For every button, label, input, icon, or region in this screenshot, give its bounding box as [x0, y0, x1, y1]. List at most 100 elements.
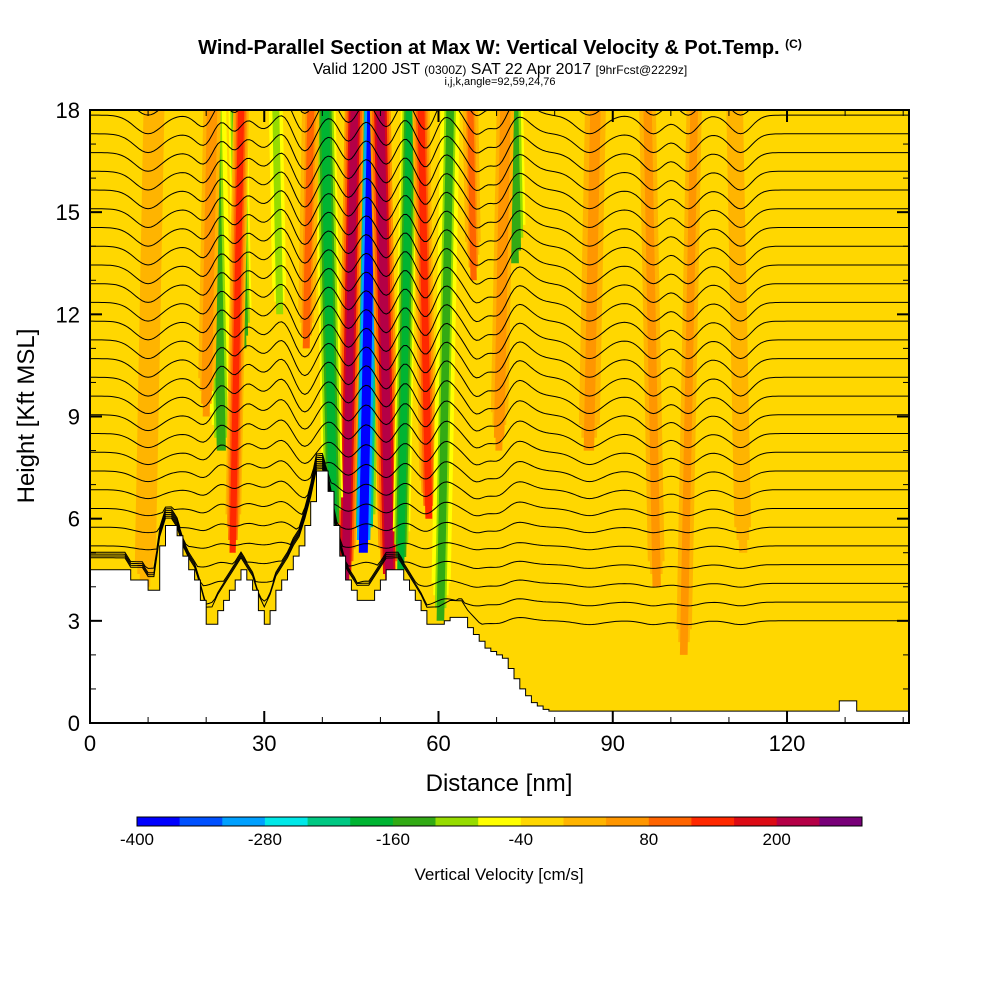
theta-contour [90, 190, 909, 229]
velocity-band [198, 110, 221, 417]
theta-contour [90, 466, 909, 607]
colorbar-swatch [563, 817, 607, 826]
velocity-band-layer [302, 110, 315, 349]
theta-contour [90, 464, 909, 588]
theta-contour [90, 339, 909, 379]
theta-contour [90, 452, 909, 483]
colorbar-swatch [606, 817, 650, 826]
y-axis-label: Height [Kft MSL] [13, 329, 40, 504]
velocity-band-layer [397, 110, 413, 570]
colorbar-swatch [264, 817, 308, 826]
colorbar-swatch [222, 817, 266, 826]
velocity-band-layer [376, 110, 394, 587]
theta-contour [90, 115, 909, 154]
theta-contour [90, 283, 909, 323]
velocity-band [314, 110, 344, 536]
grid-indices: i,j,k,angle=92,59,24,76 [444, 76, 556, 88]
colorbar-tick-label: -400 [120, 830, 154, 849]
velocity-band [336, 110, 364, 587]
axes: 0 30 60 90 120 0 3 6 9 12 15 18 [56, 98, 909, 756]
y-tick-label: 18 [56, 98, 80, 123]
velocity-band-layer [730, 110, 748, 553]
y-tick-label: 15 [56, 200, 80, 225]
theta-contour [90, 399, 909, 432]
valid-time: Valid 1200 JST [312, 61, 420, 78]
chart-subtitle: Valid 1200 JST (0300Z) SAT 22 Apr 2017 [… [0, 61, 1000, 79]
theta-contour [90, 110, 909, 135]
theta-contour [90, 152, 909, 192]
x-axis-label: Distance [nm] [426, 770, 573, 797]
colorbar-tick-label: -160 [376, 830, 410, 849]
colorbar-tick-label: -40 [509, 830, 534, 849]
colorbar-tick-label: 80 [639, 830, 658, 849]
theta-contour [90, 458, 909, 534]
theta-contours [90, 110, 909, 626]
y-tick-label: 6 [68, 507, 80, 532]
terrain [89, 470, 910, 724]
theta-contour [90, 439, 909, 466]
velocity-band-layer [495, 110, 509, 451]
colorbar-swatch [435, 817, 479, 826]
velocity-band [298, 110, 320, 349]
theta-contour [90, 227, 909, 266]
colorbar-swatch [137, 817, 181, 826]
colorbar-swatch [307, 817, 351, 826]
theta-contour [90, 462, 909, 570]
theta-contour [90, 468, 909, 626]
theta-contour [90, 321, 909, 360]
x-tick-label: 0 [84, 731, 96, 756]
x-tick-label: 60 [426, 731, 450, 756]
velocity-band-layer [679, 110, 698, 655]
theta-contour [90, 302, 909, 341]
valid-date: SAT 22 Apr 2017 [470, 61, 592, 78]
velocity-band-layer [417, 110, 433, 519]
chart-title-main: Wind-Parallel Section at Max W: Vertical… [198, 37, 780, 59]
theta-contour [90, 133, 909, 173]
velocity-band-layer [321, 110, 338, 536]
colorbar-tick-label: -280 [248, 830, 282, 849]
colorbar-label: Vertical Velocity [cm/s] [414, 865, 583, 884]
velocity-band-layer [436, 110, 454, 621]
velocity-band-layer [202, 110, 216, 417]
theta-contour [90, 358, 909, 398]
theta-contour [90, 208, 909, 248]
x-tick-label: 120 [769, 731, 806, 756]
colorbar-swatch [478, 817, 522, 826]
colorbar-swatch [819, 817, 863, 826]
velocity-band-layer [583, 110, 601, 451]
velocity-band-layer [467, 110, 477, 281]
y-tick-label: 3 [68, 609, 80, 634]
velocity-band [724, 110, 753, 553]
chart-title: Wind-Parallel Section at Max W: Vertical… [0, 37, 1000, 60]
colorbar-swatch [776, 817, 820, 826]
colorbar-swatch [179, 817, 223, 826]
theta-contour [90, 460, 909, 551]
theta-contour [90, 246, 909, 285]
y-tick-label: 9 [68, 405, 80, 430]
velocity-band [132, 110, 167, 587]
theta-contour [90, 419, 909, 449]
colorbar: -400 -280 -160 -40 80 200 [120, 816, 863, 849]
valid-zulu: (0300Z) [424, 63, 467, 77]
colorbar-swatch [734, 817, 778, 826]
theta-contour [90, 171, 909, 210]
colorbar-swatch [520, 817, 564, 826]
x-tick-label: 90 [601, 731, 625, 756]
forecast-info: [9hrFcst@2229z] [595, 63, 688, 77]
colorbar-swatch [691, 817, 735, 826]
colorbar-frame [136, 816, 863, 827]
x-tick-label: 30 [252, 731, 276, 756]
theta-contour [90, 265, 909, 304]
theta-contour [90, 456, 909, 517]
velocity-band-layer [272, 110, 284, 315]
colorbar-tick-label: 200 [763, 830, 791, 849]
colorbar-swatch [350, 817, 394, 826]
velocity-band-layer [341, 110, 359, 587]
colorbar-swatch [648, 817, 692, 826]
y-tick-label: 0 [68, 711, 80, 736]
colorbar-swatch [392, 817, 436, 826]
y-tick-label: 12 [56, 302, 80, 327]
velocity-band-layer [139, 110, 160, 587]
copyright-mark: (C) [785, 37, 802, 51]
